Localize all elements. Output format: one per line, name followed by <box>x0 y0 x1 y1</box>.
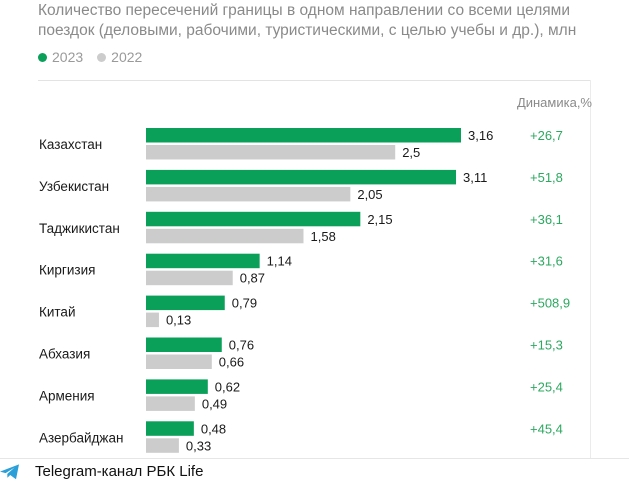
value-label-2022: 2,05 <box>357 187 382 202</box>
footer-text[interactable]: Telegram-канал РБК Life <box>35 463 204 480</box>
bar-2023 <box>146 253 260 269</box>
bar-2023 <box>146 337 222 352</box>
value-label-2022: 0,33 <box>186 438 211 453</box>
bar-2022 <box>146 270 233 286</box>
value-label-2023: 0,62 <box>215 379 240 394</box>
value-label-2022: 0,13 <box>166 313 191 328</box>
bar-2022 <box>146 354 212 369</box>
value-label-2023: 1,14 <box>267 254 292 269</box>
bar-2022 <box>146 186 351 202</box>
bar-2022 <box>146 396 195 411</box>
value-label-2022: 1,58 <box>311 229 336 244</box>
bar-2023 <box>146 421 194 436</box>
category-label: Абхазия <box>39 347 90 362</box>
bar-2022 <box>146 312 159 328</box>
category-label: Азербайджан <box>39 430 123 445</box>
top-divider <box>38 80 591 81</box>
category-label: Армения <box>39 388 95 403</box>
category-label: Таджикистан <box>39 221 120 236</box>
legend-item-2022: 2022 <box>97 49 142 65</box>
legend-swatch-2022 <box>97 52 107 62</box>
legend-label-2023: 2023 <box>52 49 84 65</box>
chart-title: Количество пересечений границы в одном н… <box>38 2 577 39</box>
dynamics-value: +51,8 <box>530 170 563 185</box>
legend-item-2023: 2023 <box>38 49 83 65</box>
right-divider <box>590 80 591 462</box>
category-label: Киргизия <box>39 263 95 278</box>
dynamics-value: +36,1 <box>530 212 563 227</box>
legend: 2023 2022 <box>38 49 142 65</box>
category-label: Казахстан <box>39 137 102 152</box>
bar-2023 <box>146 128 461 143</box>
bar-2023 <box>146 211 361 227</box>
dynamics-header: Динамика,% <box>516 95 592 110</box>
dynamics-value: +15,3 <box>530 338 563 353</box>
bar-2023 <box>146 295 225 311</box>
footer-bar: Telegram-канал РБК Life <box>0 458 629 483</box>
dynamics-value: +25,4 <box>530 379 563 394</box>
value-label-2022: 0,49 <box>202 396 227 411</box>
value-label-2022: 0,87 <box>240 271 265 286</box>
value-label-2023: 0,76 <box>229 338 254 353</box>
bar-2022 <box>146 145 396 160</box>
value-label-2023: 2,15 <box>367 212 392 227</box>
value-label-2022: 2,5 <box>402 145 420 160</box>
dynamics-value: +26,7 <box>530 128 563 143</box>
dynamics-value: +45,4 <box>530 421 563 436</box>
legend-swatch-2023 <box>38 52 47 62</box>
bar-2023 <box>146 169 457 185</box>
dynamics-value: +31,6 <box>530 254 563 269</box>
category-label: Узбекистан <box>39 179 109 194</box>
legend-label-2022: 2022 <box>111 49 143 65</box>
value-label-2023: 3,11 <box>463 170 487 185</box>
bar-2022 <box>146 228 304 244</box>
value-label-2023: 0,79 <box>232 296 257 311</box>
category-label: Китай <box>39 305 76 320</box>
bar-2023 <box>146 379 208 394</box>
bar-2022 <box>146 438 179 453</box>
dynamics-value: +508,9 <box>530 296 570 311</box>
value-label-2022: 0,66 <box>219 355 244 370</box>
value-label-2023: 3,16 <box>468 128 493 143</box>
value-label-2023: 0,48 <box>201 421 226 436</box>
telegram-icon[interactable] <box>0 464 20 480</box>
